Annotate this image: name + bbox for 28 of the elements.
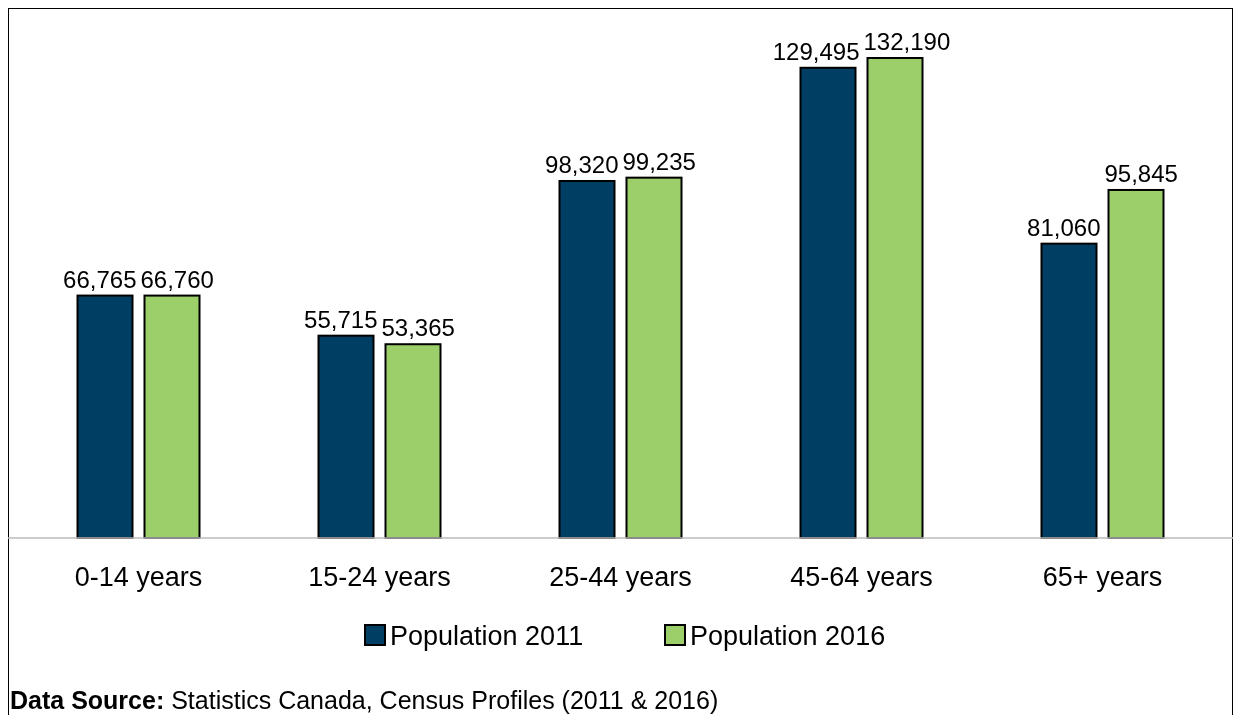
data-label: 53,365 [381,314,455,342]
x-tick-label: 0-14 years [74,562,203,592]
bar [799,66,857,539]
bar [625,176,683,539]
legend-label: Population 2016 [690,621,886,651]
bar [866,57,924,539]
bar [76,294,134,539]
x-tick-label: 45-64 years [790,562,933,592]
legend-label: Population 2011 [390,621,584,651]
data-label: 55,715 [304,305,378,333]
bar [317,334,375,539]
x-tick-label: 65+ years [1042,562,1163,592]
bar [558,179,616,539]
x-tick-label: 15-24 years [308,562,451,592]
x-tick-label: 25-44 years [549,562,692,592]
data-label: 98,320 [545,150,619,178]
source-note: Data Source: Statistics Canada, Census Profiles (2011 & 2016) [10,686,719,714]
data-label: 99,235 [622,147,696,175]
bar [143,294,201,539]
data-label: 66,765 [63,265,137,293]
data-label: 129,495 [772,37,860,65]
bar [384,343,442,539]
data-label: 66,760 [140,265,214,293]
bar [1040,242,1098,539]
data-label: 95,845 [1104,159,1178,187]
data-label: 132,190 [863,28,951,55]
data-label: 81,060 [1027,213,1101,241]
bar [1107,188,1165,539]
